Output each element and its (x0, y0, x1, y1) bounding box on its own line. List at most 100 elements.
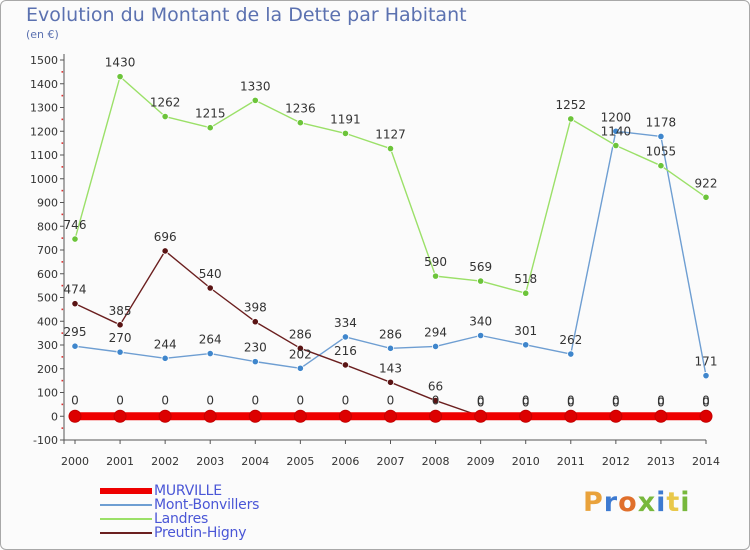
data-label-landres: 569 (469, 260, 492, 274)
x-tick-label: 2009 (467, 455, 495, 468)
y-tick-label: 1000 (30, 173, 58, 186)
data-label-murville: 0 (657, 393, 665, 407)
x-tick-label: 2010 (512, 455, 540, 468)
data-label-landres: 518 (514, 272, 537, 286)
data-point-murville (699, 409, 713, 423)
x-tick-label: 2006 (331, 455, 359, 468)
data-point-preutin-higny (386, 378, 395, 386)
data-label-preutin-higny: 540 (199, 267, 222, 281)
data-label-preutin-higny: 0 (477, 395, 485, 409)
x-tick-label: 2000 (61, 455, 89, 468)
data-point-landres (477, 277, 485, 285)
logo-letter: t (666, 487, 681, 518)
data-label-preutin-higny: 0 (567, 395, 575, 409)
data-label-mont-bonvillers: 295 (64, 325, 87, 339)
y-minor-tick (61, 308, 64, 311)
data-label-landres: 1215 (195, 107, 226, 121)
data-point-landres (657, 162, 665, 170)
y-minor-tick (61, 379, 64, 382)
data-label-murville: 0 (432, 393, 440, 407)
data-point-preutin-higny (161, 247, 169, 255)
data-label-landres: 1430 (105, 56, 136, 70)
y-minor-tick (61, 213, 64, 216)
data-label-mont-bonvillers: 262 (559, 333, 582, 347)
data-point-murville (203, 409, 217, 423)
data-point-mont-bonvillers (657, 132, 665, 141)
data-label-mont-bonvillers: 1200 (601, 110, 632, 124)
data-point-mont-bonvillers (702, 372, 710, 380)
data-point-mont-bonvillers (116, 348, 124, 356)
data-label-mont-bonvillers: 230 (244, 341, 267, 355)
data-point-mont-bonvillers (612, 127, 620, 135)
y-minor-tick (61, 71, 64, 73)
y-tick-label: 800 (37, 220, 58, 233)
data-label-preutin-higny: 286 (289, 327, 312, 341)
x-tick-label: 2001 (106, 455, 134, 468)
y-minor-tick (61, 332, 64, 334)
x-tick-label: 2014 (692, 455, 720, 468)
x-tick-label: 2003 (196, 455, 224, 468)
legend-swatch-mont-bonvillers (100, 504, 152, 506)
data-point-preutin-higny (296, 344, 304, 352)
data-point-landres (431, 272, 440, 280)
chart-title: Evolution du Montant de la Dette par Hab… (26, 4, 467, 26)
logo-letter: r (603, 487, 619, 518)
data-label-preutin-higny: 696 (154, 230, 177, 244)
data-point-mont-bonvillers (477, 331, 485, 340)
logo-letter: i (680, 487, 691, 518)
y-tick-label: 900 (37, 197, 58, 210)
data-point-murville (158, 409, 172, 423)
data-label-landres: 922 (695, 176, 718, 190)
data-label-preutin-higny: 0 (657, 395, 665, 409)
legend-label: Landres (154, 511, 209, 527)
data-label-mont-bonvillers: 334 (334, 316, 357, 330)
data-point-landres (386, 144, 395, 153)
data-label-preutin-higny: 474 (64, 283, 87, 297)
logo-letter: i (656, 487, 667, 518)
data-point-mont-bonvillers (296, 364, 304, 372)
data-label-mont-bonvillers: 244 (154, 337, 177, 351)
data-label-landres: 1252 (556, 98, 587, 112)
y-minor-tick (61, 189, 64, 192)
data-label-murville: 0 (567, 393, 575, 407)
data-label-murville: 0 (702, 393, 710, 407)
y-tick-label: -100 (33, 434, 58, 447)
data-point-murville (384, 409, 397, 423)
data-point-murville (519, 409, 533, 423)
data-label-murville: 0 (116, 393, 124, 407)
data-point-mont-bonvillers (341, 333, 350, 341)
y-tick-label: 1200 (30, 125, 58, 138)
data-point-mont-bonvillers (386, 344, 395, 352)
logo-letter: o (618, 487, 638, 518)
data-label-murville: 0 (522, 393, 530, 407)
x-tick-label: 2002 (151, 455, 179, 468)
legend-label: Preutin-Higny (154, 525, 247, 541)
data-point-landres (341, 129, 350, 137)
data-point-landres (702, 193, 710, 201)
data-point-landres (567, 115, 575, 123)
data-label-mont-bonvillers: 286 (379, 327, 402, 341)
data-label-landres: 1055 (646, 145, 677, 159)
legend-swatch-murville (100, 488, 152, 494)
y-minor-tick (61, 427, 64, 429)
y-tick-label: 100 (37, 387, 58, 400)
data-label-landres: 1140 (601, 125, 632, 139)
data-point-mont-bonvillers (567, 350, 575, 358)
y-minor-tick (61, 284, 64, 287)
data-label-preutin-higny: 398 (244, 301, 267, 315)
proxiti-logo: Proxiti (583, 487, 691, 518)
x-tick-label: 2007 (377, 455, 405, 468)
data-point-preutin-higny (116, 321, 124, 329)
y-minor-tick (61, 403, 64, 406)
data-point-murville (68, 409, 82, 423)
y-minor-tick (61, 94, 64, 97)
y-tick-label: 300 (37, 339, 58, 352)
legend-swatch-preutin-higny (100, 532, 152, 534)
data-label-mont-bonvillers: 270 (109, 331, 132, 345)
data-point-mont-bonvillers (161, 354, 169, 362)
data-point-murville (113, 409, 127, 423)
data-point-murville (248, 409, 262, 423)
data-label-landres: 1262 (150, 96, 181, 110)
